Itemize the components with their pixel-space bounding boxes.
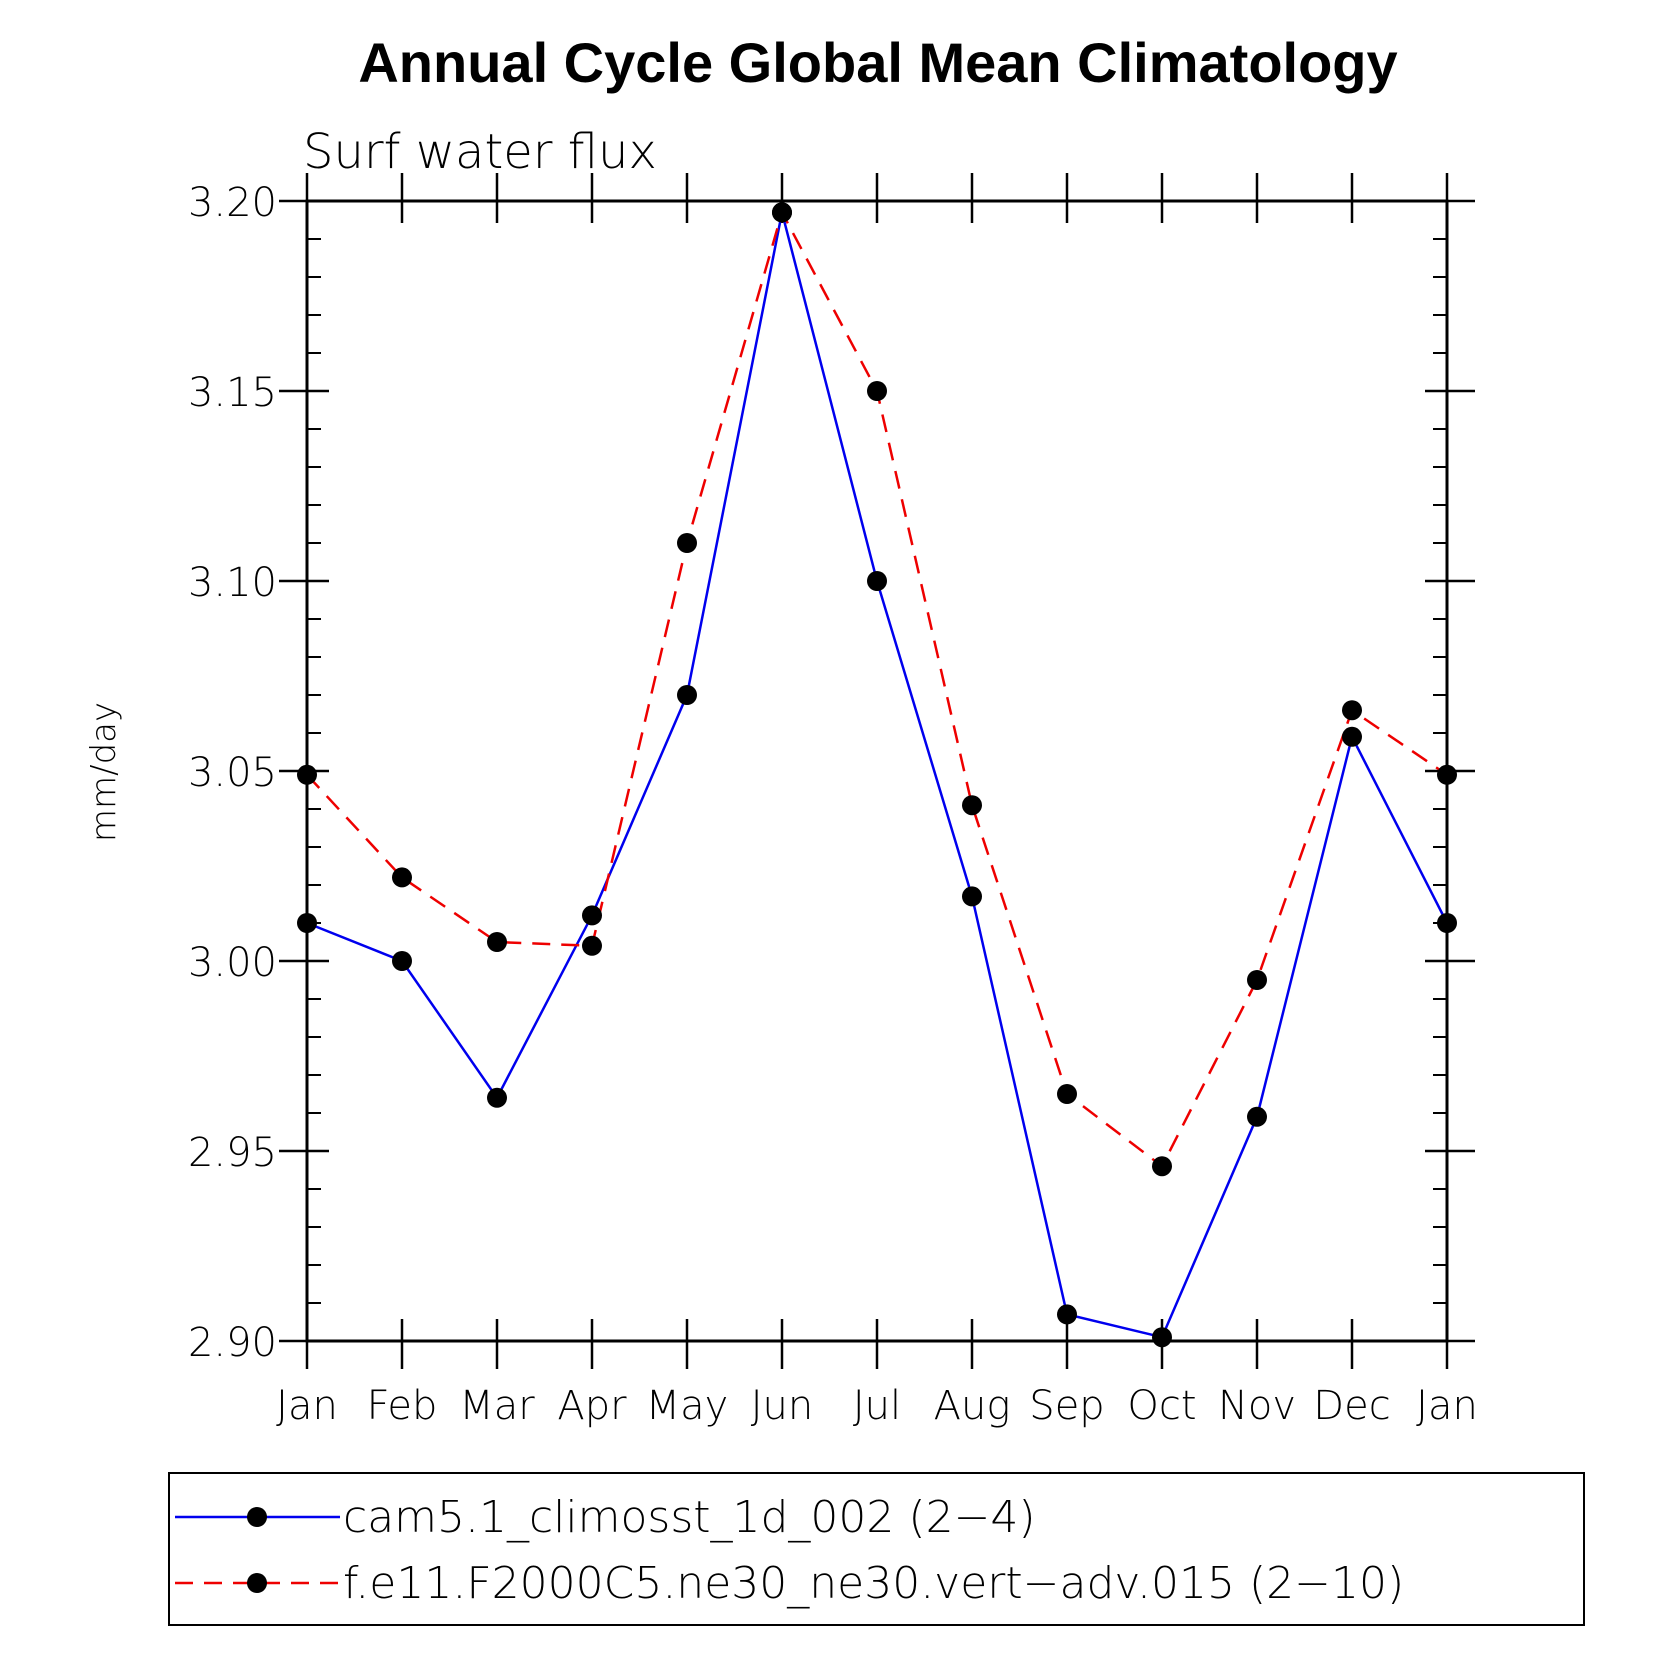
legend-marker-fe11 <box>247 1573 267 1593</box>
x-tick-label: May <box>646 1383 729 1429</box>
data-point-series-1 <box>297 764 317 785</box>
y-tick-label: 2.90 <box>188 1320 277 1366</box>
data-point-series-1 <box>1057 1084 1077 1104</box>
x-tick-label: Aug <box>934 1383 1011 1429</box>
series-layer <box>297 202 1457 1348</box>
data-point-series-0 <box>582 905 602 926</box>
data-point-series-0 <box>487 1087 507 1108</box>
x-tick-label: Jan <box>1416 1383 1478 1429</box>
data-point-series-1 <box>487 932 507 952</box>
data-point-series-0 <box>1437 913 1457 933</box>
data-point-series-0 <box>297 913 317 933</box>
x-tick-label: Jun <box>751 1383 814 1429</box>
x-tick-label: Mar <box>459 1383 535 1429</box>
data-point-series-1 <box>867 381 887 401</box>
legend-label-cam5: cam5.1_climosst_1d_002 (2−4) <box>343 1492 1036 1543</box>
tick-labels: Jan Feb Mar Apr May Jun Jul Aug Sep Oct Nov Dec Jan 2… <box>188 180 1478 1429</box>
legend: cam5.1_climosst_1d_002 (2−4) f.e11.F2000… <box>168 1472 1585 1626</box>
data-point-series-1 <box>1342 700 1362 721</box>
data-point-series-0 <box>1057 1304 1077 1325</box>
y-tick-label: 3.20 <box>188 180 277 226</box>
data-point-series-1 <box>677 533 697 553</box>
data-point-series-1 <box>1152 1156 1172 1177</box>
x-tick-label: Sep <box>1029 1383 1104 1429</box>
x-tick-label: Jul <box>853 1383 901 1429</box>
data-point-series-1 <box>772 202 792 223</box>
data-point-series-0 <box>962 886 982 907</box>
plot-frame <box>305 199 1449 1343</box>
data-point-series-1 <box>962 795 982 816</box>
y-tick-label: 3.10 <box>188 560 277 606</box>
x-tick-label: Oct <box>1127 1383 1196 1429</box>
axis-ticks <box>279 173 1475 1369</box>
x-tick-label: Dec <box>1313 1383 1390 1429</box>
data-point-series-0 <box>1247 1106 1267 1127</box>
legend-box <box>168 1472 1585 1626</box>
series-line-1 <box>306 209 1448 1169</box>
x-tick-label: Nov <box>1218 1383 1296 1429</box>
data-point-series-0 <box>392 951 412 971</box>
legend-label-fe11: f.e11.F2000C5.ne30_ne30.vert−adv.015 (2−… <box>343 1558 1404 1609</box>
y-tick-label: 3.00 <box>188 940 277 986</box>
data-point-series-0 <box>1152 1327 1172 1348</box>
y-tick-label: 2.95 <box>188 1130 277 1176</box>
data-point-series-1 <box>1437 764 1457 785</box>
chart-subtitle: Surf water flux <box>303 124 657 180</box>
chart-title: Annual Cycle Global Mean Climatology <box>358 31 1397 94</box>
legend-marker-cam5 <box>247 1507 267 1527</box>
data-point-series-1 <box>392 867 412 888</box>
data-point-series-0 <box>677 685 697 705</box>
x-tick-label: Apr <box>557 1383 627 1429</box>
data-point-series-0 <box>867 571 887 591</box>
y-tick-label: 3.05 <box>188 750 277 796</box>
data-point-series-1 <box>582 935 602 956</box>
y-axis-label: mm/day <box>84 702 124 842</box>
data-point-series-0 <box>1342 726 1362 747</box>
x-tick-label: Feb <box>367 1383 438 1429</box>
x-tick-label: Jan <box>276 1383 338 1429</box>
data-point-series-1 <box>1247 970 1267 990</box>
y-tick-label: 3.15 <box>188 370 277 416</box>
